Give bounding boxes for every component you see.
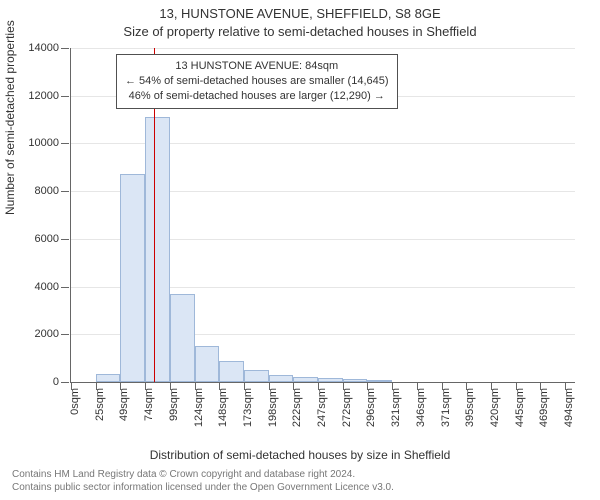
chart-title-line2: Size of property relative to semi-detach… [0,24,600,39]
x-tick-label: 346sqm [415,388,427,427]
histogram-bar [145,117,170,382]
histogram-bar [244,370,269,382]
x-tick-label: 0sqm [69,388,81,415]
info-box-line1: 13 HUNSTONE AVENUE: 84sqm [125,59,389,74]
x-tick-label: 395sqm [464,388,476,427]
histogram-bar [219,361,244,382]
y-tick-label: 4000 [35,281,59,293]
histogram-bar [293,377,318,382]
histogram-bar [318,378,343,382]
y-tick [61,143,69,144]
chart-title-line1: 13, HUNSTONE AVENUE, SHEFFIELD, S8 8GE [0,6,600,21]
x-tick-label: 148sqm [217,388,229,427]
x-tick-label: 49sqm [118,388,130,421]
footer-line2: Contains public sector information licen… [12,482,394,495]
x-tick-label: 74sqm [143,388,155,421]
y-tick [61,191,69,192]
y-tick-label: 6000 [35,233,59,245]
x-tick-label: 198sqm [267,388,279,427]
footer-attribution: Contains HM Land Registry data © Crown c… [12,469,394,494]
x-tick-label: 371sqm [440,388,452,427]
x-axis-title: Distribution of semi-detached houses by … [0,448,600,462]
y-tick [61,96,69,97]
x-tick-label: 272sqm [341,388,353,427]
y-tick-label: 10000 [28,137,59,149]
y-tick-label: 0 [53,376,59,388]
y-tick-label: 8000 [35,185,59,197]
info-box-line3: 46% of semi-detached houses are larger (… [125,89,389,104]
histogram-bar [96,374,121,382]
histogram-bar [195,346,220,382]
x-tick-label: 445sqm [514,388,526,427]
y-tick [61,287,69,288]
y-tick-label: 14000 [28,42,59,54]
plot-area: 020004000600080001000012000140000sqm25sq… [70,48,575,383]
gridline [71,48,575,49]
x-tick-label: 124sqm [193,388,205,427]
x-tick-label: 173sqm [242,388,254,427]
x-tick-label: 469sqm [538,388,550,427]
histogram-bar [170,294,195,382]
y-tick-label: 2000 [35,328,59,340]
y-tick [61,239,69,240]
x-tick-label: 420sqm [489,388,501,427]
histogram-bar [120,174,145,382]
x-tick-label: 247sqm [316,388,328,427]
histogram-bar [269,375,294,382]
x-tick-label: 25sqm [94,388,106,421]
y-axis-title: Number of semi-detached properties [3,20,17,215]
y-tick [61,334,69,335]
x-tick-label: 222sqm [291,388,303,427]
chart-container: 13, HUNSTONE AVENUE, SHEFFIELD, S8 8GE S… [0,0,600,500]
footer-line1: Contains HM Land Registry data © Crown c… [12,469,394,482]
info-box-line2: ← 54% of semi-detached houses are smalle… [125,74,389,89]
x-tick-label: 494sqm [563,388,575,427]
info-box: 13 HUNSTONE AVENUE: 84sqm← 54% of semi-d… [116,54,398,109]
y-tick [61,382,69,383]
y-tick [61,48,69,49]
x-tick-label: 321sqm [390,388,402,427]
histogram-bar [343,379,368,382]
y-tick-label: 12000 [28,90,59,102]
x-tick-label: 99sqm [168,388,180,421]
histogram-bar [367,380,392,382]
x-tick-label: 296sqm [365,388,377,427]
